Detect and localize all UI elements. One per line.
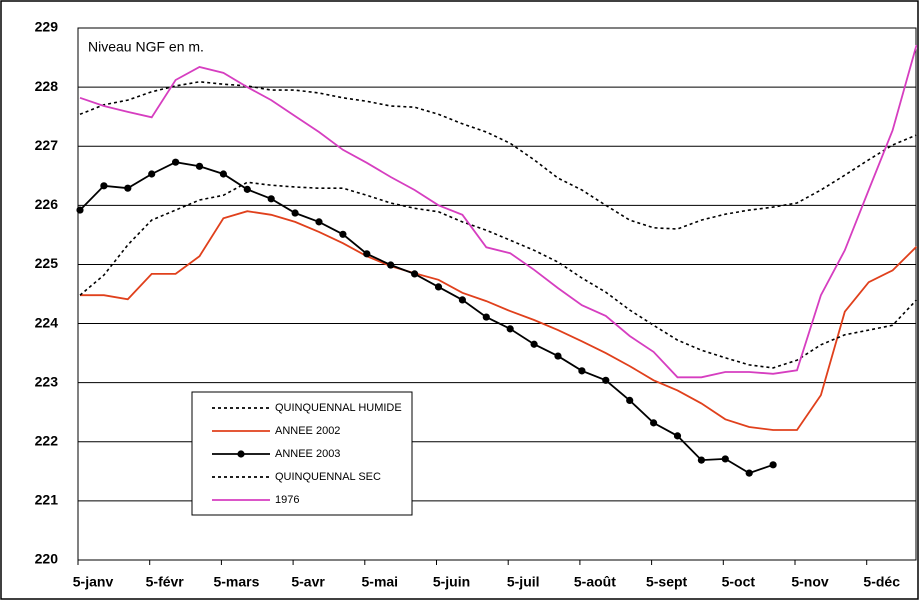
point-marker xyxy=(506,325,514,333)
point-marker xyxy=(745,469,753,477)
point-marker xyxy=(339,230,347,238)
series-line xyxy=(79,80,917,230)
plot xyxy=(76,27,918,561)
point-marker xyxy=(291,209,299,217)
point-marker xyxy=(769,461,777,469)
y-tick-label: 226 xyxy=(35,196,59,212)
point-marker xyxy=(124,184,132,192)
point-marker xyxy=(458,296,466,304)
point-marker xyxy=(673,432,682,440)
legend-label: 1976 xyxy=(275,494,299,506)
legend-label: QUINQUENNAL HUMIDE xyxy=(275,402,402,414)
x-tick-label: 5-juil xyxy=(507,574,540,590)
legend-label: ANNEE 2002 xyxy=(275,425,340,437)
x-tick-label: 5-mars xyxy=(213,574,259,590)
point-marker xyxy=(363,250,371,258)
point-marker xyxy=(578,367,586,375)
y-tick-label: 228 xyxy=(35,78,59,94)
x-tick-label: 5-déc xyxy=(863,574,900,590)
axis-annotation: Niveau NGF en m. xyxy=(88,39,204,55)
series-line xyxy=(80,210,918,431)
x-tick-label: 5-janv xyxy=(73,574,114,590)
point-marker xyxy=(434,283,443,291)
point-marker xyxy=(100,182,108,190)
point-marker xyxy=(554,352,562,360)
point-marker xyxy=(626,396,634,404)
x-tick-label: 5-sept xyxy=(646,574,688,590)
x-tick-label: 5-avr xyxy=(291,574,325,590)
x-tick-label: 5-juin xyxy=(433,574,470,590)
y-tick-label: 225 xyxy=(35,255,59,271)
x-tick-label: 5-oct xyxy=(722,574,756,590)
series-line xyxy=(79,161,774,475)
x-tick-label: 5-nov xyxy=(791,574,829,590)
point-marker xyxy=(267,195,275,203)
point-marker xyxy=(76,206,84,214)
point-marker xyxy=(602,376,610,384)
x-tick-label: 5-mai xyxy=(362,574,399,590)
point-marker xyxy=(530,340,538,348)
point-marker xyxy=(315,218,323,226)
y-tick-label: 229 xyxy=(35,19,59,35)
legend-label: ANNEE 2003 xyxy=(275,448,340,460)
y-tick-label: 224 xyxy=(35,314,59,330)
point-marker xyxy=(387,261,395,269)
legend-label: QUINQUENNAL SEC xyxy=(275,471,381,483)
series-line xyxy=(79,44,918,379)
point-marker xyxy=(697,456,706,464)
point-marker xyxy=(172,158,180,166)
y-tick-label: 227 xyxy=(35,137,59,153)
y-tick-label: 222 xyxy=(35,432,59,448)
point-marker xyxy=(148,170,156,178)
point-marker xyxy=(482,313,490,321)
y-tick-label: 223 xyxy=(35,373,59,389)
point-marker xyxy=(195,162,204,170)
point-marker xyxy=(650,419,658,427)
legend-marker xyxy=(237,450,245,458)
y-tick-label: 220 xyxy=(35,551,59,567)
point-marker xyxy=(721,455,729,463)
point-marker xyxy=(411,270,419,278)
y-tick-label: 221 xyxy=(35,492,59,508)
x-tick-label: 5-févr xyxy=(146,574,185,590)
x-tick-label: 5-août xyxy=(574,574,616,590)
point-marker xyxy=(219,170,227,178)
point-marker xyxy=(243,185,251,193)
series-line xyxy=(79,181,918,369)
